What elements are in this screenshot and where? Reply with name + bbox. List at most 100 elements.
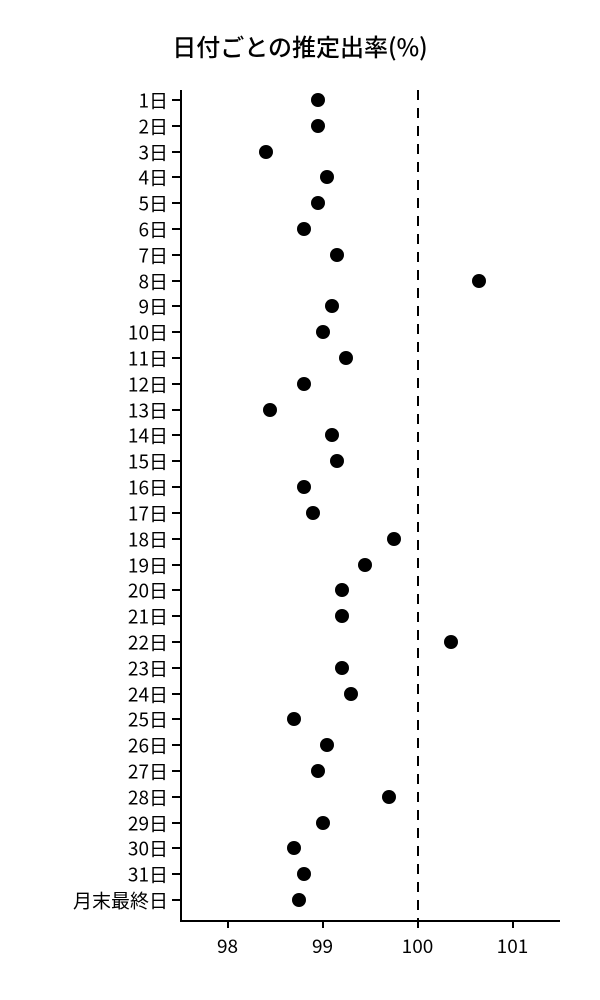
data-point (335, 583, 349, 597)
y-tick (172, 899, 180, 901)
y-tick (172, 460, 180, 462)
data-point (297, 377, 311, 391)
data-point (325, 299, 339, 313)
y-tick-label: 13日 (2, 396, 168, 423)
data-point (297, 867, 311, 881)
chart-title: 日付ごとの推定出率(%) (0, 28, 600, 63)
x-tick (322, 920, 324, 928)
y-tick (172, 873, 180, 875)
y-tick (172, 151, 180, 153)
data-point (358, 558, 372, 572)
y-tick-label: 4日 (2, 164, 168, 191)
data-point (325, 428, 339, 442)
data-point (259, 145, 273, 159)
y-tick-label: 7日 (2, 241, 168, 268)
x-tick-label: 100 (402, 932, 434, 959)
y-tick-label: 26日 (2, 732, 168, 759)
data-point (306, 506, 320, 520)
data-point (311, 764, 325, 778)
data-point (297, 222, 311, 236)
x-tick-label: 101 (497, 932, 529, 959)
data-point (444, 635, 458, 649)
y-tick (172, 331, 180, 333)
y-tick-label: 14日 (2, 422, 168, 449)
y-tick (172, 383, 180, 385)
y-tick (172, 847, 180, 849)
reference-line (417, 90, 419, 920)
x-axis-line (180, 920, 560, 922)
y-tick (172, 796, 180, 798)
data-point (339, 351, 353, 365)
y-tick (172, 512, 180, 514)
data-point (382, 790, 396, 804)
data-point (311, 196, 325, 210)
y-tick-label: 23日 (2, 654, 168, 681)
y-tick-label: 17日 (2, 499, 168, 526)
y-tick (172, 357, 180, 359)
y-tick-label: 15日 (2, 448, 168, 475)
y-tick (172, 718, 180, 720)
y-tick (172, 822, 180, 824)
data-point (344, 687, 358, 701)
y-tick (172, 305, 180, 307)
y-tick (172, 564, 180, 566)
data-point (316, 325, 330, 339)
data-point (297, 480, 311, 494)
y-tick-label: 22日 (2, 628, 168, 655)
chart-container: 日付ごとの推定出率(%) 1日2日3日4日5日6日7日8日9日10日11日12日… (0, 0, 600, 1000)
y-tick-label: 月末最終日 (2, 887, 168, 914)
y-tick-label: 30日 (2, 835, 168, 862)
data-point (311, 119, 325, 133)
data-point (263, 403, 277, 417)
y-tick (172, 176, 180, 178)
x-tick-label: 99 (312, 932, 333, 959)
y-tick-label: 31日 (2, 861, 168, 888)
x-tick (417, 920, 419, 928)
y-tick (172, 641, 180, 643)
y-axis-line (180, 90, 182, 920)
y-tick-label: 25日 (2, 706, 168, 733)
data-point (387, 532, 401, 546)
data-point (311, 93, 325, 107)
y-tick-label: 20日 (2, 577, 168, 604)
y-tick-label: 8日 (2, 267, 168, 294)
y-tick (172, 693, 180, 695)
y-tick (172, 538, 180, 540)
y-tick (172, 486, 180, 488)
data-point (335, 661, 349, 675)
y-tick-label: 5日 (2, 190, 168, 217)
data-point (287, 712, 301, 726)
y-tick-label: 1日 (2, 87, 168, 114)
data-point (330, 454, 344, 468)
data-point (335, 609, 349, 623)
y-tick (172, 434, 180, 436)
y-tick (172, 744, 180, 746)
y-tick (172, 280, 180, 282)
data-point (320, 170, 334, 184)
y-tick-label: 3日 (2, 138, 168, 165)
y-tick-label: 9日 (2, 293, 168, 320)
data-point (320, 738, 334, 752)
y-tick (172, 615, 180, 617)
y-tick (172, 409, 180, 411)
y-tick-label: 12日 (2, 370, 168, 397)
y-tick (172, 770, 180, 772)
x-tick (512, 920, 514, 928)
y-tick-label: 24日 (2, 680, 168, 707)
x-tick-label: 98 (217, 932, 238, 959)
y-tick (172, 125, 180, 127)
data-point (330, 248, 344, 262)
plot-area: 1日2日3日4日5日6日7日8日9日10日11日12日13日14日15日16日1… (180, 90, 560, 920)
y-tick-label: 18日 (2, 525, 168, 552)
y-tick-label: 29日 (2, 809, 168, 836)
data-point (292, 893, 306, 907)
y-tick (172, 254, 180, 256)
x-tick (227, 920, 229, 928)
y-tick (172, 99, 180, 101)
y-tick (172, 589, 180, 591)
y-tick (172, 202, 180, 204)
y-tick-label: 27日 (2, 757, 168, 784)
y-tick (172, 667, 180, 669)
y-tick-label: 21日 (2, 603, 168, 630)
y-tick-label: 19日 (2, 551, 168, 578)
